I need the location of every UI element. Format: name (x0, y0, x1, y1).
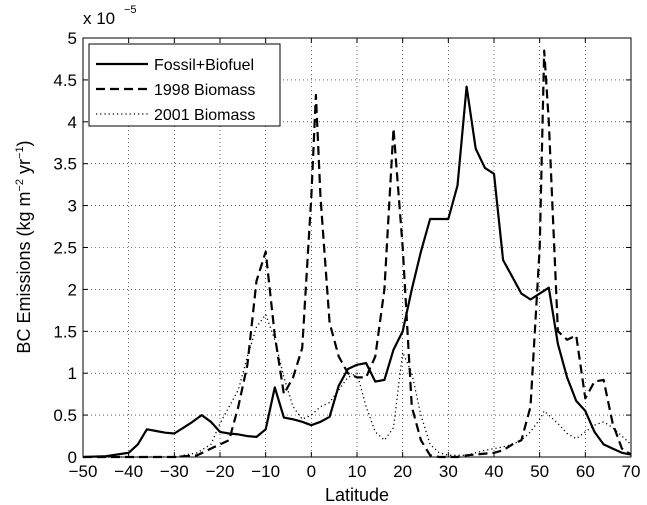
x-tick-label: 40 (485, 462, 504, 481)
x-tick-label: 70 (622, 462, 641, 481)
series-line-0 (82, 85, 632, 459)
legend-label-2: 2001 Biomass (154, 107, 255, 124)
y-axis-label-end: ) (14, 140, 34, 146)
y-axis-label-main: BC Emissions (kg m (14, 192, 34, 354)
y-tick-label: 1 (68, 364, 77, 383)
x-tick-label: 10 (348, 462, 367, 481)
y-axis-label: BC Emissions (kg m−2 yr−1) (14, 140, 34, 353)
x-tick-label: 30 (439, 462, 458, 481)
x-tick-label: 20 (393, 462, 412, 481)
series-line-1 (83, 49, 632, 459)
legend-label-0: Fossil+Biofuel (154, 57, 254, 74)
x-tick-label: −30 (160, 462, 189, 481)
y-tick-label: 3 (68, 197, 77, 216)
x-tick-label: 0 (307, 462, 316, 481)
x-tick-label: −50 (69, 462, 98, 481)
y-tick-label: 3.5 (53, 155, 77, 174)
legend-label-1: 1998 Biomass (154, 82, 255, 99)
y-tick-label: 0 (68, 448, 77, 467)
x-tick-label: −10 (251, 462, 280, 481)
y-tick-label: 5 (68, 29, 77, 48)
data-series (82, 49, 632, 459)
y-multiplier: x 10 −5 (83, 4, 137, 28)
axis-ticks: −50 −40 −30 −20 −10 0 10 20 30 40 50 60 70 0 0.5 1 1.5 2 2… (53, 29, 640, 481)
y-multiplier-base: x 10 (83, 9, 115, 28)
y-tick-label: 4 (68, 113, 77, 132)
x-axis-label: Latitude (325, 485, 389, 505)
y-tick-label: 1.5 (53, 322, 77, 341)
x-tick-label: −40 (114, 462, 143, 481)
y-axis-label-exp2: −1 (14, 146, 26, 159)
x-tick-label: 50 (530, 462, 549, 481)
y-multiplier-exponent: −5 (124, 4, 137, 16)
y-tick-label: 4.5 (53, 71, 77, 90)
x-tick-label: 60 (576, 462, 595, 481)
x-tick-label: −20 (206, 462, 235, 481)
y-axis-label-exp1: −2 (14, 179, 26, 192)
legend: Fossil+Biofuel 1998 Biomass 2001 Biomass (88, 43, 281, 127)
legend-box (88, 43, 281, 127)
y-tick-label: 2.5 (53, 239, 77, 258)
y-tick-label: 2 (68, 280, 77, 299)
y-axis-label-mid: yr (14, 159, 34, 179)
y-tick-label: 0.5 (53, 406, 77, 425)
